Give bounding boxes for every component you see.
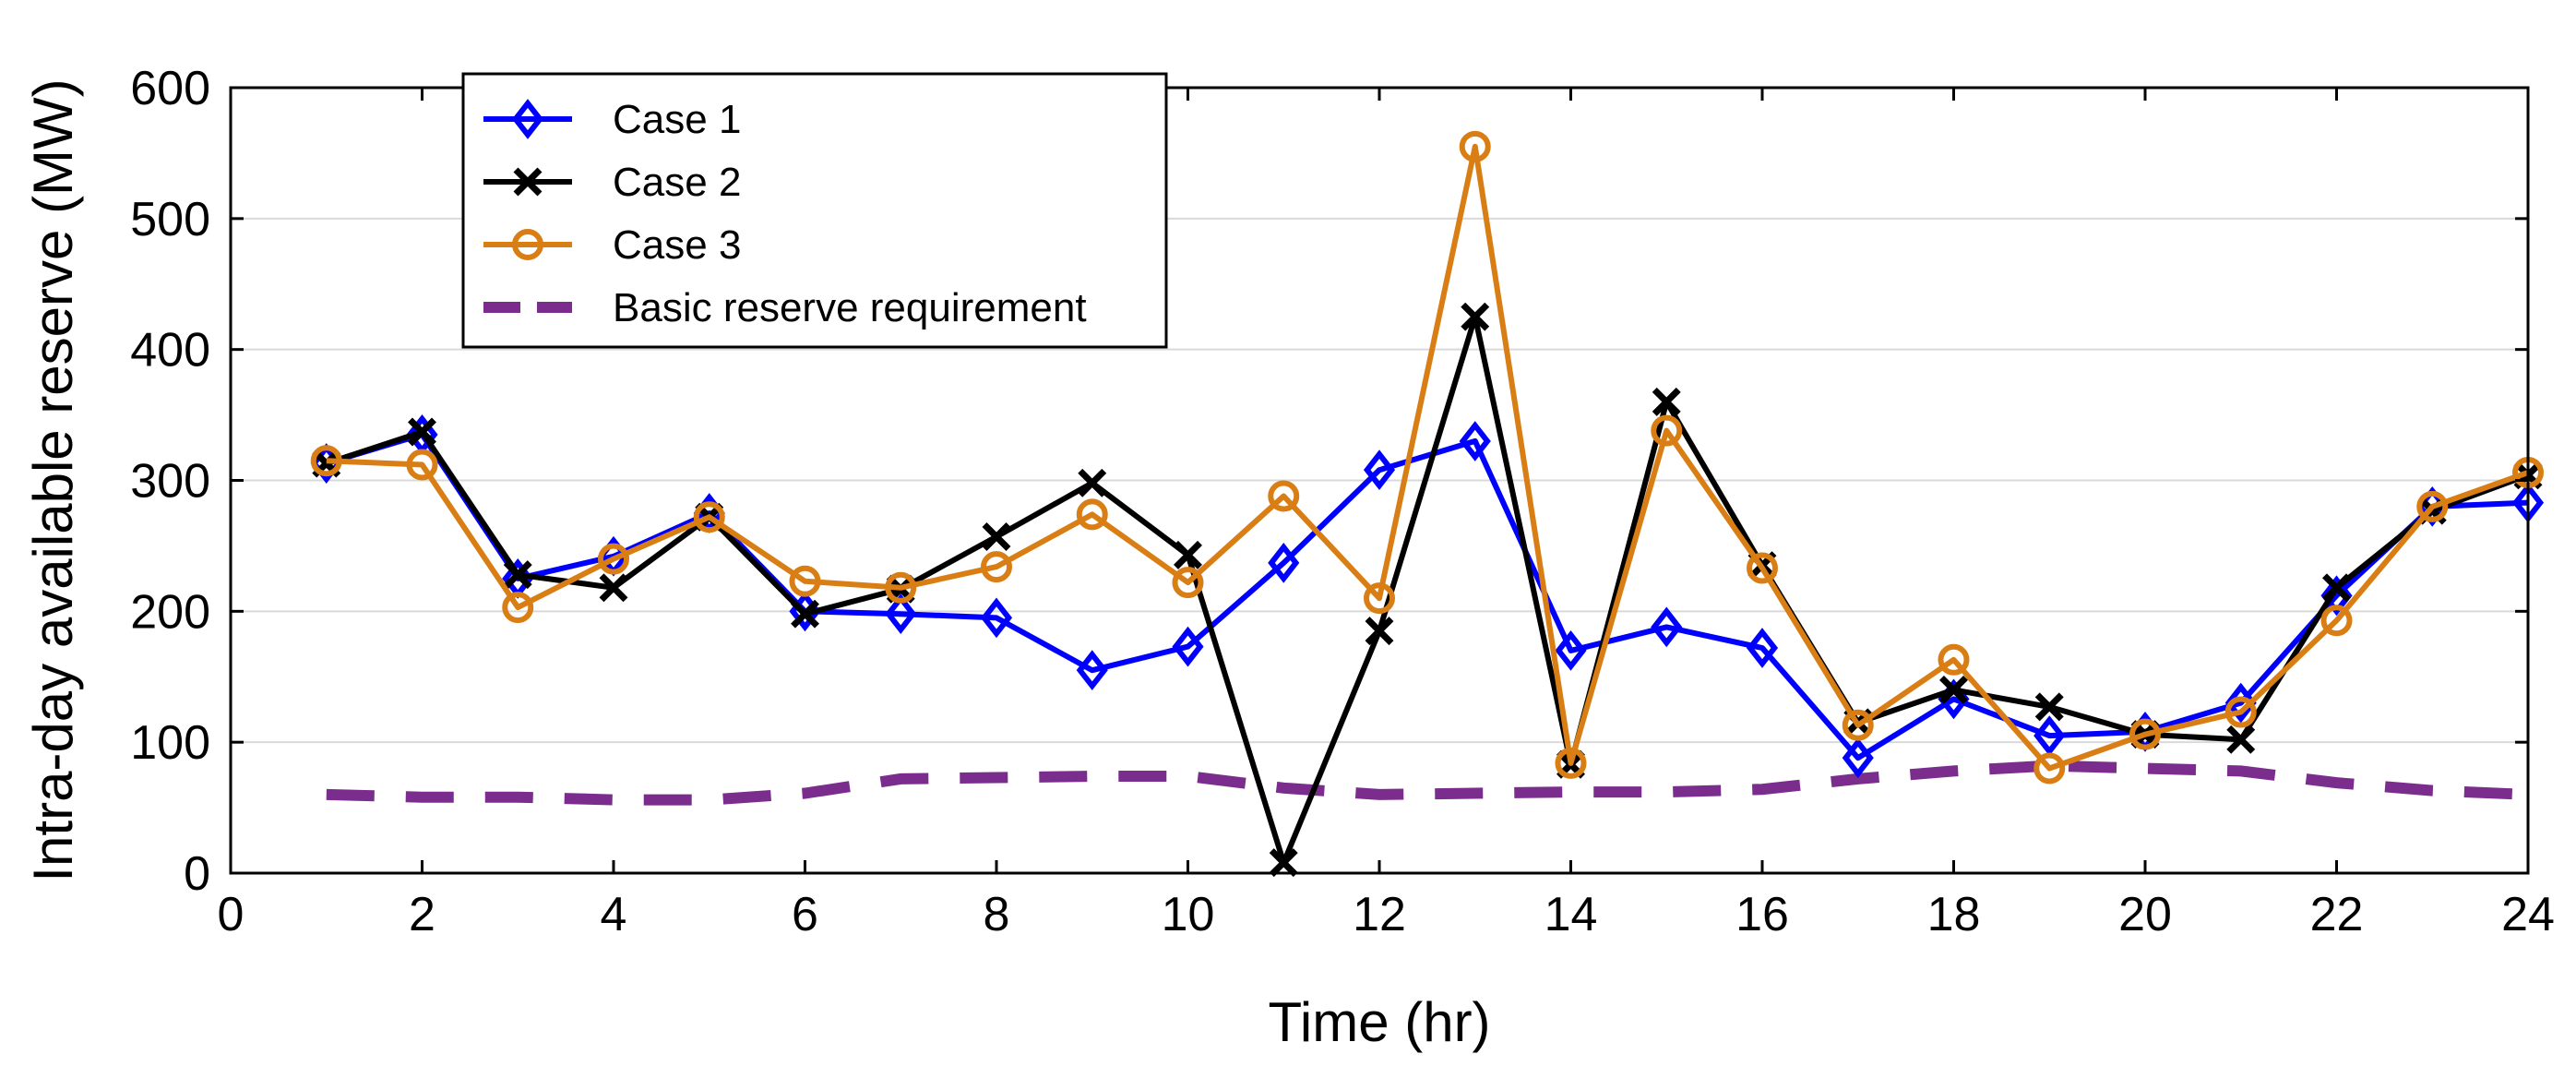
data-point-case-3-5 — [693, 501, 725, 533]
data-point-case-2-22 — [2322, 573, 2351, 603]
data-point-case-2-4 — [599, 573, 628, 603]
x-tick-label: 22 — [2310, 888, 2364, 941]
data-point-case-1-19 — [2033, 715, 2066, 756]
x-tick-label: 20 — [2118, 888, 2172, 941]
data-point-case-2-11 — [1269, 848, 1298, 878]
legend: Case 1 Case 2 Case 3 Basic reserve requirem… — [461, 72, 1168, 349]
data-point-case-1-13 — [1459, 421, 1491, 461]
data-point-case-3-6 — [789, 565, 821, 597]
legend-label: Case 2 — [613, 160, 741, 205]
y-tick-label: 200 — [130, 585, 210, 639]
x-axis-label: Time (hr) — [1268, 991, 1490, 1053]
y-tick-label: 600 — [130, 62, 210, 115]
data-point-case-2-9 — [1078, 468, 1107, 497]
legend-label: Case 3 — [613, 222, 741, 268]
data-point-case-3-7 — [885, 571, 917, 604]
data-point-case-3-14 — [1555, 747, 1587, 779]
legend-item-case-3: Case 3 — [483, 222, 741, 268]
x-tick-label: 12 — [1353, 888, 1406, 941]
data-point-case-2-6 — [791, 599, 819, 629]
series-case-2 — [312, 302, 2543, 878]
data-point-case-1-15 — [1651, 606, 1683, 648]
data-point-case-1-22 — [2320, 575, 2353, 617]
data-point-case-3-22 — [2320, 605, 2353, 637]
data-point-case-1-11 — [1268, 542, 1300, 583]
legend-marker-case-2 — [513, 167, 543, 197]
series-case-3 — [310, 130, 2544, 785]
data-point-case-1-12 — [1363, 449, 1396, 491]
data-point-case-3-12 — [1364, 582, 1395, 615]
legend-marker-case-1 — [511, 99, 544, 139]
legend-marker-case-3 — [512, 229, 543, 260]
data-point-case-2-3 — [503, 560, 532, 590]
data-point-case-1-8 — [980, 597, 1013, 639]
data-point-case-1-10 — [1172, 626, 1204, 667]
data-point-case-2-10 — [1174, 540, 1202, 569]
data-point-case-2-8 — [982, 522, 1011, 551]
data-point-case-1-7 — [885, 593, 917, 635]
data-point-case-3-11 — [1268, 480, 1300, 512]
data-point-case-3-3 — [502, 592, 534, 624]
series-line-case-3 — [326, 143, 2530, 772]
series-line-basic-reserve-requirement — [326, 760, 2529, 806]
data-point-case-1-14 — [1555, 630, 1587, 671]
x-tick-label: 18 — [1927, 888, 1981, 941]
x-tick-label: 0 — [218, 888, 244, 941]
data-point-case-3-16 — [1747, 552, 1778, 584]
legend-item-case-2: Case 2 — [483, 160, 741, 205]
data-point-case-3-13 — [1459, 130, 1491, 162]
data-point-case-2-2 — [408, 417, 436, 447]
x-tick-label: 4 — [601, 888, 627, 941]
data-point-case-3-2 — [406, 449, 438, 481]
x-tick-label: 8 — [984, 888, 1010, 941]
data-point-case-1-21 — [2224, 682, 2257, 724]
data-point-case-3-1 — [310, 445, 342, 477]
x-tick-label: 24 — [2501, 888, 2555, 941]
x-tick-label: 2 — [409, 888, 435, 941]
data-point-case-2-18 — [1939, 675, 1968, 704]
y-tick-label: 400 — [130, 324, 210, 377]
data-point-case-3-9 — [1076, 498, 1108, 531]
data-point-case-2-13 — [1461, 302, 1490, 331]
legend-item-basic-reserve-requirement: Basic reserve requirement — [483, 285, 1087, 330]
data-point-case-3-23 — [2416, 490, 2449, 522]
y-tick-label: 0 — [184, 847, 210, 901]
data-point-case-2-15 — [1652, 387, 1681, 416]
data-point-case-3-10 — [1172, 567, 1204, 599]
data-point-case-2-21 — [2226, 725, 2256, 754]
data-point-case-3-15 — [1651, 414, 1683, 447]
series-line-case-1 — [325, 431, 2529, 761]
data-point-case-1-17 — [1842, 737, 1874, 779]
data-point-case-1-16 — [1746, 628, 1779, 668]
reserve-requirement-layer — [326, 760, 2529, 806]
data-point-case-3-17 — [1842, 709, 1874, 741]
series-layer — [310, 130, 2545, 878]
data-point-case-1-9 — [1076, 650, 1108, 691]
data-point-case-3-4 — [598, 543, 629, 575]
y-tick-label: 500 — [130, 193, 210, 246]
y-tick-label: 300 — [130, 455, 210, 509]
x-tick-label: 10 — [1162, 888, 1215, 941]
x-tick-label: 6 — [792, 888, 818, 941]
series-line-case-2 — [325, 314, 2530, 866]
x-tick-label: 14 — [1544, 888, 1598, 941]
x-tick-label: 16 — [1735, 888, 1789, 941]
y-tick-label: 100 — [130, 716, 210, 770]
data-point-case-2-19 — [2034, 692, 2064, 722]
data-point-case-3-19 — [2033, 752, 2066, 785]
data-point-case-3-8 — [981, 551, 1012, 583]
data-point-case-2-12 — [1365, 617, 1394, 646]
legend-item-case-1: Case 1 — [483, 97, 741, 142]
legend-label: Case 1 — [613, 97, 741, 142]
data-point-case-3-21 — [2224, 696, 2257, 728]
legend-box — [461, 72, 1168, 349]
legend-label: Basic reserve requirement — [613, 285, 1087, 330]
y-axis-label: Intra-day available reserve (MW) — [22, 78, 84, 881]
data-point-case-3-18 — [1938, 643, 1970, 676]
data-point-case-3-20 — [2129, 718, 2161, 750]
